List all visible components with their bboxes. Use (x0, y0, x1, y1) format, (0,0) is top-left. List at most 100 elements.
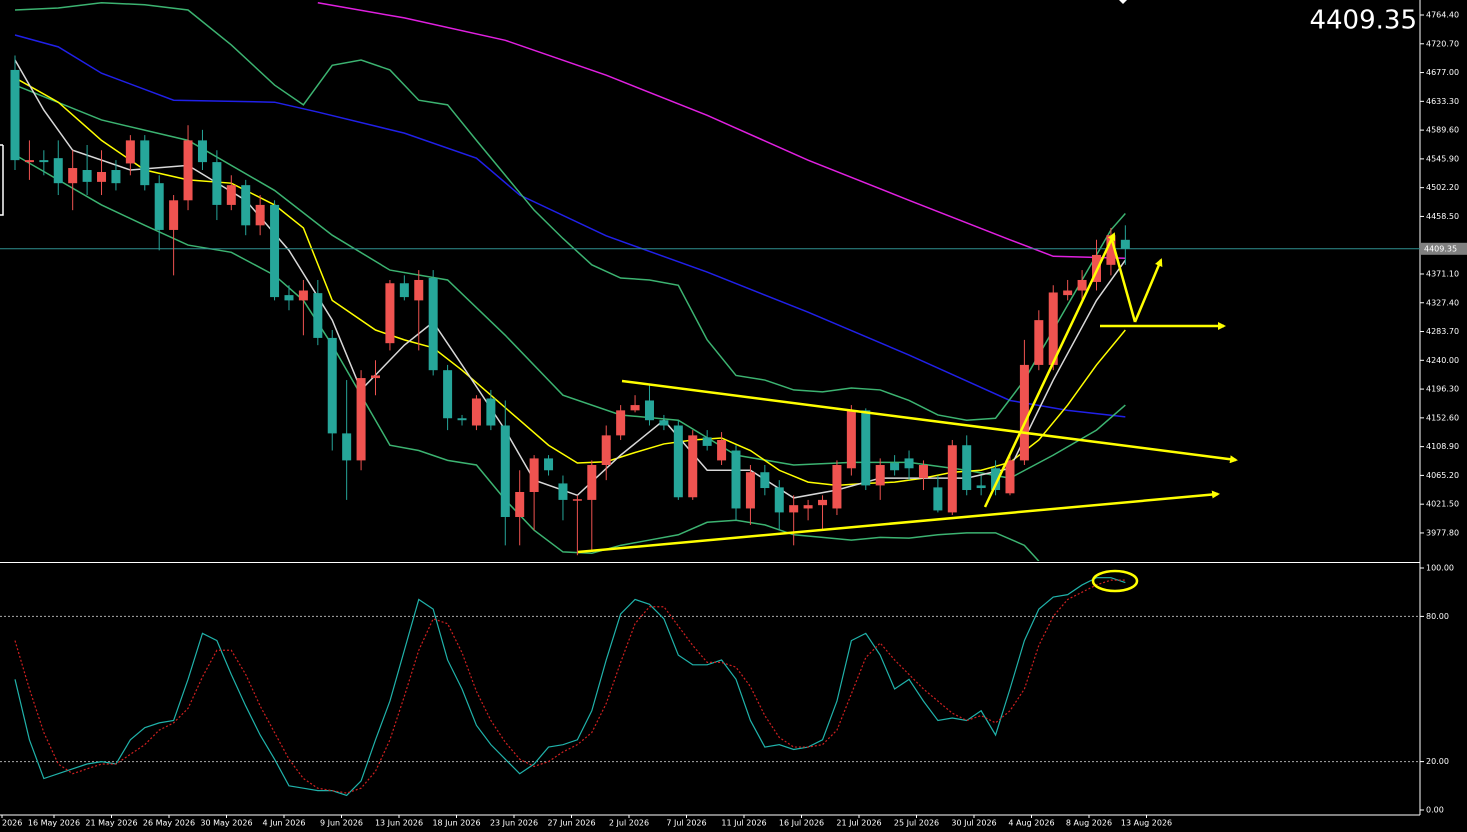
candle-body (976, 485, 986, 489)
candle-body (572, 499, 582, 501)
candle-body (846, 410, 856, 469)
candle-body (1063, 290, 1073, 296)
x-tick-label: 4 Aug 2026 (1008, 819, 1054, 828)
x-tick-label: 2026 (2, 819, 22, 828)
indicator-line (14, 2, 1126, 421)
left-edge-marker (0, 144, 4, 216)
candle-body (443, 370, 453, 419)
candle-body (313, 293, 323, 338)
candle-body (327, 337, 337, 434)
candle-body (356, 378, 366, 461)
candle-body (111, 170, 121, 184)
candle-body (644, 400, 654, 421)
candle-body (760, 472, 770, 489)
y-tick-label: 100.00 (1426, 564, 1454, 573)
indicator-line (14, 34, 1126, 418)
oscillator-line (14, 577, 1126, 797)
candle-body (500, 425, 510, 518)
y-tick-label: 4240.00 (1426, 356, 1459, 365)
y-tick-label: 4545.90 (1426, 154, 1459, 163)
indicator-line (317, 2, 1126, 259)
axes: 4764.40 4720.70 4677.00 4633.30 4589.60 4545.… (1, 6, 1467, 828)
candle-body (471, 398, 481, 426)
x-tick-label: 16 May 2026 (28, 819, 80, 828)
candle-body (688, 435, 698, 498)
x-tick-label: 25 Jul 2026 (894, 819, 939, 828)
candle-body (140, 140, 150, 186)
price-panel (0, 2, 1420, 561)
candle-body (414, 279, 424, 301)
y-tick-label: 4458.50 (1426, 212, 1459, 221)
candle-body (169, 200, 179, 230)
candle-body (601, 435, 611, 465)
candle-body (125, 140, 135, 164)
candle-body (39, 160, 49, 163)
x-tick-label: 4 Jun 2026 (262, 819, 305, 828)
candle-body (1120, 239, 1130, 249)
candle-body (457, 418, 467, 421)
candle-body (212, 162, 222, 205)
candle-body (284, 295, 294, 301)
candle-body (154, 183, 164, 230)
candle-body (717, 439, 727, 461)
y-tick-label: 4764.40 (1426, 11, 1459, 20)
candle-body (587, 464, 597, 500)
candle-body (1106, 235, 1116, 265)
y-tick-label: 4502.20 (1426, 183, 1459, 192)
x-tick-label: 11 Jul 2026 (721, 819, 766, 828)
candle-body (659, 420, 669, 426)
candle-body (1034, 320, 1044, 365)
candle-body (68, 168, 78, 184)
candle-body (745, 472, 755, 509)
candle-body (918, 464, 928, 479)
candle-body (616, 410, 626, 436)
candle-body (529, 458, 539, 492)
price-label-box (1421, 242, 1467, 255)
y-tick-label: 20.00 (1426, 757, 1449, 766)
candle-body (385, 283, 395, 344)
indicator-line (14, 77, 1126, 487)
y-tick-label: 3977.80 (1426, 528, 1459, 537)
x-tick-label: 7 Jul 2026 (666, 819, 706, 828)
candle-body (183, 140, 193, 201)
x-tick-label: 30 Jul 2026 (951, 819, 996, 828)
y-tick-label: 4589.60 (1426, 126, 1459, 135)
candle-body (991, 468, 1001, 491)
y-tick-label: 4371.10 (1426, 269, 1459, 278)
y-tick-label: 4065.20 (1426, 471, 1459, 480)
candle-body (515, 491, 525, 518)
candle-body (270, 204, 280, 298)
x-tick-label: 21 Jul 2026 (836, 819, 881, 828)
x-tick-label: 18 Jun 2026 (432, 819, 480, 828)
x-tick-label: 9 Jun 2026 (320, 819, 363, 828)
x-tick-label: 26 May 2026 (143, 819, 195, 828)
annotations (577, 232, 1238, 593)
x-tick-label: 2 Jul 2026 (609, 819, 649, 828)
x-tick-label: 30 May 2026 (200, 819, 252, 828)
rally-arrow (983, 232, 1116, 508)
x-tick-label: 23 Jun 2026 (490, 819, 538, 828)
x-tick-label: 16 Jul 2026 (779, 819, 824, 828)
candle-body (241, 185, 251, 226)
y-tick-label: 4108.90 (1426, 442, 1459, 451)
candle-body (789, 505, 799, 513)
resistance-trendline (621, 379, 1238, 464)
candle-body (1077, 279, 1087, 291)
overbought-circle (1091, 569, 1139, 593)
y-tick-label: 80.00 (1426, 612, 1449, 621)
candle-body (399, 283, 409, 298)
y-tick-label: 4283.70 (1426, 327, 1459, 336)
candle-body (933, 487, 943, 511)
last-price-big: 4409.35 (1309, 6, 1417, 36)
candle-body (1048, 292, 1058, 365)
y-tick-label: 4196.30 (1426, 385, 1459, 394)
top-marker (1119, 0, 1127, 4)
candle-body (371, 375, 380, 379)
x-tick-label: 27 Jun 2026 (547, 819, 595, 828)
y-tick-label: 4633.30 (1426, 97, 1459, 106)
candle-body (832, 464, 842, 509)
y-tick-label: 4327.40 (1426, 298, 1459, 307)
candle-body (53, 158, 63, 184)
